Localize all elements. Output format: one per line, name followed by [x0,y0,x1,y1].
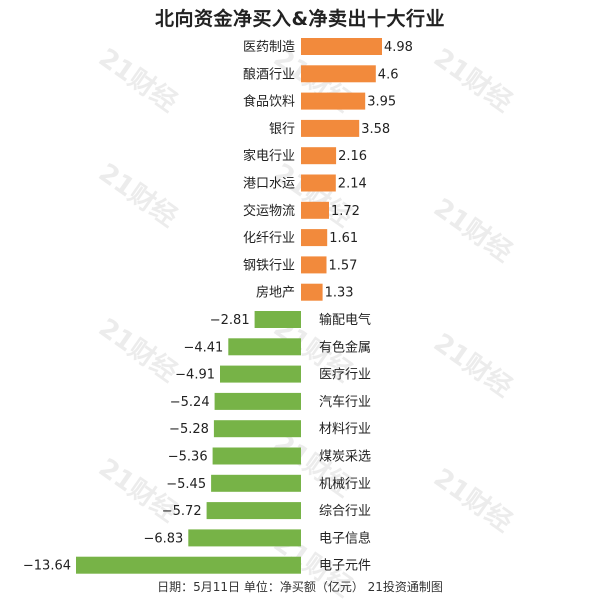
bar-钢铁行业 [301,256,327,274]
bar-汽车行业 [214,392,301,410]
category-label: 汽车行业 [319,394,371,410]
category-label: 煤炭采选 [319,450,371,465]
value-label: −5.24 [170,395,210,410]
bar-食品饮料 [301,92,366,110]
value-label: −6.83 [143,531,183,546]
bar-输配电气 [254,311,301,328]
chart-footer: 日期：5月11日 单位：净买额（亿元） 21投资通制图 [157,580,443,594]
category-label: 医疗行业 [319,368,371,383]
value-label: 1.72 [331,204,360,219]
value-label: −5.36 [168,450,208,465]
bar-银行 [301,119,360,137]
bar-交运物流 [301,201,329,219]
value-label: 3.95 [367,95,396,110]
bar-电子信息 [188,529,301,547]
value-label: 3.58 [361,122,390,137]
category-label: 房地产 [256,285,295,301]
bar-酿酒行业 [301,65,376,83]
bar-医药制造 [301,38,382,55]
value-label: 1.33 [325,286,354,301]
category-label: 材料行业 [319,422,371,437]
value-label: −2.81 [210,313,250,328]
category-label: 综合行业 [319,504,371,519]
category-label: 食品饮料 [243,94,295,110]
bar-房地产 [301,283,323,301]
value-label: −5.45 [166,477,206,492]
category-label: 银行 [269,122,295,137]
category-label: 机械行业 [319,477,371,492]
category-label: 港口水运 [243,177,295,192]
value-label: −5.72 [162,504,202,519]
value-label: 4.98 [384,40,413,55]
bar-家电行业 [301,147,337,165]
value-label: 2.14 [338,177,367,192]
value-label: −4.91 [175,368,215,383]
category-label: 交运物流 [243,203,295,219]
value-label: −4.41 [183,340,223,355]
bar-医疗行业 [220,365,301,383]
category-label: 有色金属 [319,339,371,355]
bar-电子元件 [76,556,301,574]
value-label: 4.6 [378,67,399,82]
category-label: 电子元件 [319,559,371,574]
bar-机械行业 [211,474,301,492]
bar-有色金属 [228,338,301,356]
bar-化纤行业 [301,229,328,247]
category-label: 医药制造 [243,40,295,55]
bar-煤炭采选 [212,447,301,465]
category-label: 输配电气 [319,312,371,328]
value-label: −13.64 [23,559,71,574]
category-label: 化纤行业 [243,231,295,246]
value-label: 2.16 [338,149,367,164]
category-label: 家电行业 [243,148,295,164]
value-label: −5.28 [169,422,209,437]
value-label: 1.57 [329,258,358,273]
value-label: 1.61 [329,231,358,246]
category-label: 钢铁行业 [243,258,295,273]
bar-材料行业 [213,420,301,438]
chart-title: 北向资金净买入&净卖出十大行业 [154,8,446,30]
category-label: 电子信息 [319,530,371,546]
bar-综合行业 [206,502,301,520]
category-label: 酿酒行业 [243,66,295,82]
bar-港口水运 [301,174,336,192]
